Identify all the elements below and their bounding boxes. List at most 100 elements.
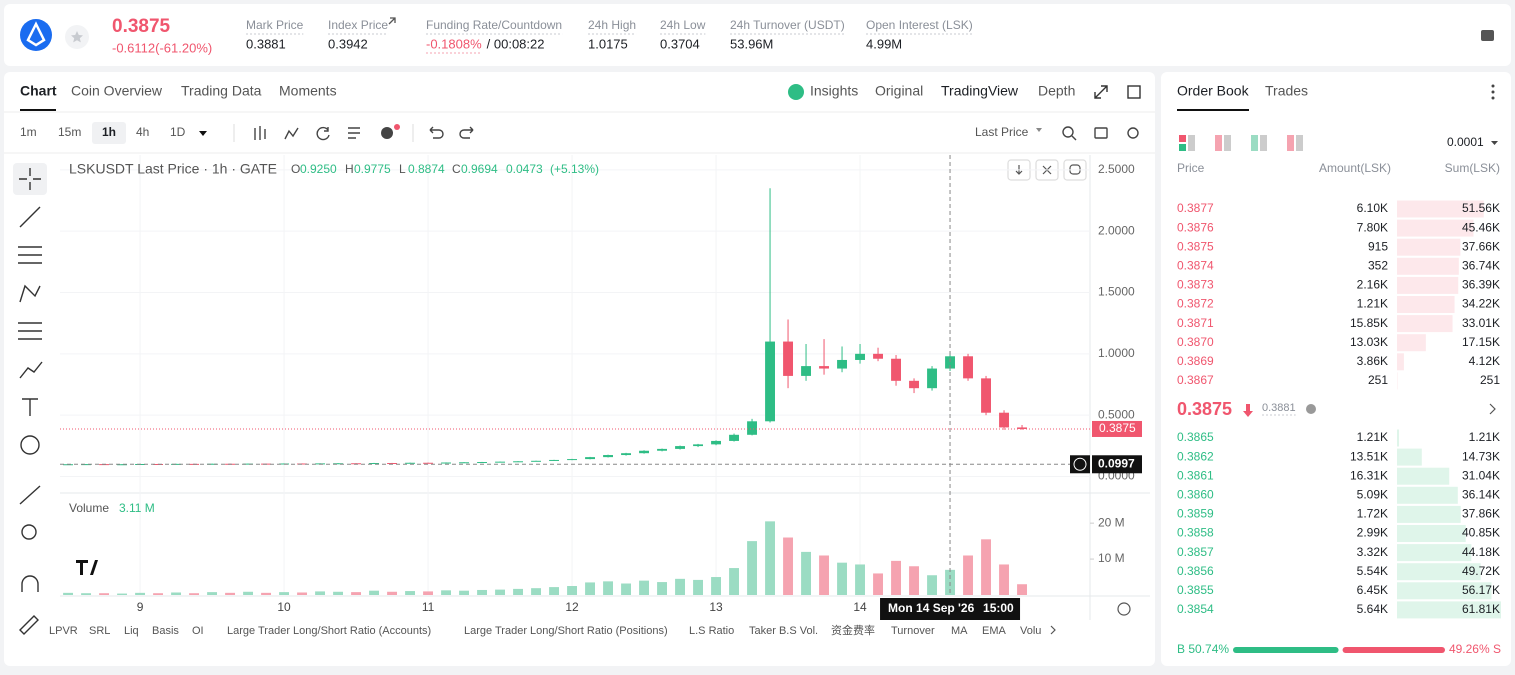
indicator[interactable]: OI [192,625,204,637]
ob-price: 0.3861 [1177,468,1214,482]
ob-sum: 34.22K [1462,297,1500,311]
ob-tab[interactable]: Order Book [1177,83,1250,99]
ob-sum: 49.72K [1462,564,1500,578]
volume-bar [819,555,829,595]
candle-body [729,435,739,441]
volume-bar [567,586,577,595]
ob-sum: 4.12K [1469,354,1500,368]
indicator[interactable]: Basis [152,625,179,637]
interval[interactable]: 4h [136,125,149,139]
indicator[interactable]: Large Trader Long/Short Ratio (Positions… [464,625,668,637]
interval[interactable]: 1h [102,125,116,139]
stat-value: 0.3942 [328,36,368,51]
panel-icon[interactable] [1481,30,1494,41]
candle-body [441,463,451,464]
tab[interactable]: Trading Data [181,83,262,99]
depth-bar [1397,315,1453,332]
add-icon[interactable] [381,127,393,139]
ob-sum: 61.81K [1462,602,1500,616]
indicator[interactable]: Turnover [891,625,935,637]
indicator[interactable]: LPVR [49,625,78,637]
ob-price: 0.3869 [1177,354,1214,368]
indicator[interactable]: Taker B.S Vol. [749,625,818,637]
sell-ratio: 49.26% S [1449,642,1501,656]
interval[interactable]: 1m [20,125,37,139]
ob-price: 0.3859 [1177,507,1214,521]
stat-value: 4.99M [866,36,902,51]
ob-sum: 36.14K [1462,487,1500,501]
volume-bar [891,561,901,595]
ob-col: Sum(LSK) [1445,161,1500,175]
indicator[interactable]: Large Trader Long/Short Ratio (Accounts) [227,625,431,637]
ob-amount: 3.32K [1357,545,1388,559]
volume-bar [297,592,307,595]
volume-bar [981,539,991,595]
candle-body [927,369,937,389]
view-tab[interactable]: Insights [810,83,858,99]
ob-tab[interactable]: Trades [1265,83,1308,99]
ob-mark: 0.3881 [1262,402,1296,414]
volume-bar [765,521,775,595]
stat-label: Open Interest (LSK) [866,18,973,32]
volume-bar [531,588,541,595]
stat-value: 0.3704 [660,36,700,51]
candle-body [549,460,559,461]
volume-bar [855,564,865,595]
indicator[interactable]: Volu [1020,625,1041,637]
ob-price: 0.3867 [1177,373,1214,387]
candle-body [783,342,793,376]
candle-body [603,455,613,457]
stat-label: 24h High [588,18,636,32]
view-tab[interactable]: TradingView [941,83,1019,99]
indicator[interactable]: EMA [982,625,1007,637]
tab[interactable]: Chart [20,83,57,99]
tab[interactable]: Moments [279,83,337,99]
interval[interactable]: 15m [58,125,81,139]
volume-bar [423,591,433,595]
candle-body [873,354,883,359]
ob-amount: 915 [1368,239,1388,253]
candle-body [693,444,703,446]
indicator[interactable]: 资金费率 [831,623,875,637]
volume-tick-label: 10 M [1098,551,1125,565]
candle-body [801,366,811,376]
stat-countdown: / 00:08:22 [487,36,545,51]
candle-body [999,413,1009,428]
indicator[interactable]: MA [951,625,968,637]
indicator[interactable]: SRL [89,625,110,637]
interval[interactable]: 1D [170,125,186,139]
depth-bar [1397,239,1460,256]
ob-col: Price [1177,161,1205,175]
stat-value: 0.3881 [246,36,286,51]
volume-bar [873,573,883,595]
candle-body [405,463,415,464]
crosshair-price: 0.0997 [1098,456,1135,470]
candle-body [477,462,487,463]
volume-tick-label: 20 M [1098,515,1125,529]
volume-bar [585,582,595,595]
view-tab[interactable]: Depth [1038,83,1075,99]
indicator[interactable]: Liq [124,625,139,637]
volume-bar [261,593,271,595]
price-source[interactable]: Last Price [975,125,1029,139]
volume-bar [549,587,559,595]
volume-bar [153,593,163,595]
volume-bar [477,590,487,595]
ob-precision[interactable]: 0.0001 [1447,135,1484,149]
volume-bar [117,594,127,595]
volume-bar [171,592,181,595]
ob-price: 0.3858 [1177,526,1214,540]
stat-label: Mark Price [246,18,304,32]
ob-amount: 13.03K [1350,335,1388,349]
volume-bar [621,584,631,595]
tab[interactable]: Coin Overview [71,83,163,99]
indicator[interactable]: L.S Ratio [689,625,734,637]
stat-value: 53.96M [730,36,773,51]
volume-bar [801,552,811,595]
sell-ratio-bar [1343,647,1445,653]
view-tab[interactable]: Original [875,83,923,99]
ob-sum: 37.66K [1462,239,1500,253]
candle-body [765,342,775,422]
ob-last: 0.3875 [1177,399,1232,419]
